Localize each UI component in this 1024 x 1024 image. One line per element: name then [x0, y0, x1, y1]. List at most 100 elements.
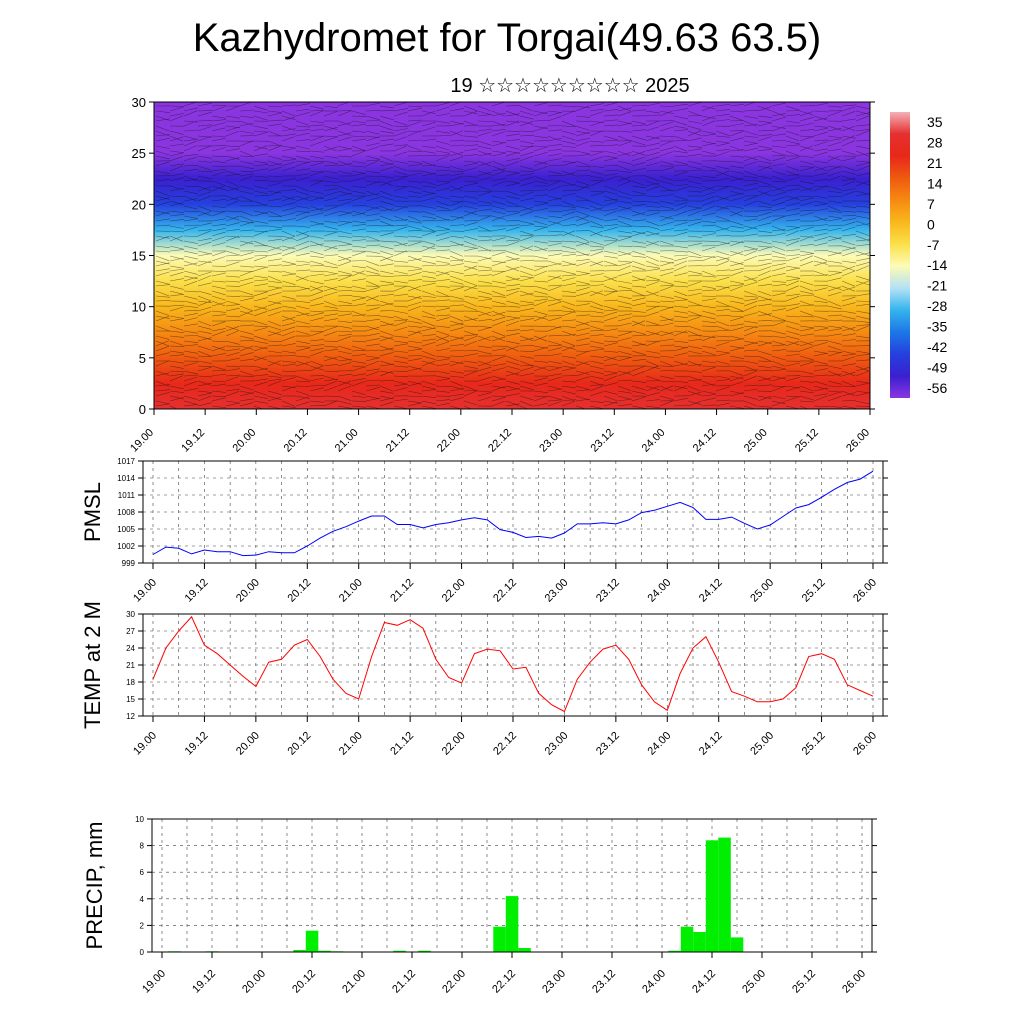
- wind-barb: [519, 145, 535, 148]
- wind-barb: [491, 363, 506, 367]
- wind-barb: [603, 370, 618, 374]
- wind-barb: [785, 240, 800, 247]
- wind-barb: [813, 260, 828, 265]
- wind-barb: [841, 325, 856, 331]
- x-tick-label: 21.00: [340, 968, 368, 996]
- wind-barb: [337, 235, 352, 238]
- wind-barb: [631, 405, 646, 409]
- wind-barb: [561, 211, 576, 217]
- wind-barb: [547, 137, 562, 142]
- wind-barb: [729, 230, 745, 232]
- wind-barb: [379, 270, 394, 275]
- wind-barb: [365, 205, 380, 210]
- wind-barb: [729, 130, 744, 137]
- wind-barb: [197, 337, 212, 342]
- wind-barb: [505, 265, 520, 272]
- wind-barb: [827, 345, 842, 351]
- wind-barb: [519, 245, 534, 252]
- wind-barb: [449, 375, 464, 378]
- y-tick-label: 6: [140, 868, 145, 877]
- x-tick-label: 19.12: [183, 577, 211, 605]
- wind-barb: [351, 265, 366, 269]
- wind-barb: [645, 320, 660, 326]
- wind-barb: [351, 303, 366, 307]
- wind-barb: [799, 235, 814, 238]
- wind-barb: [617, 322, 632, 327]
- wind-barb: [603, 119, 618, 122]
- wind-barb: [547, 388, 562, 392]
- wind-barb: [743, 255, 758, 262]
- wind-barb: [407, 230, 423, 232]
- wind-barb: [659, 147, 674, 152]
- wind-barb: [309, 155, 324, 160]
- wind-barb: [463, 285, 478, 292]
- wind-barb: [617, 285, 632, 290]
- wind-barb: [491, 330, 506, 337]
- wind-barb: [337, 110, 353, 112]
- wind-barb: [351, 360, 366, 364]
- wind-barb: [281, 260, 296, 265]
- wind-barb: [295, 401, 310, 407]
- wind-barb: [435, 317, 450, 322]
- wind-barb: [687, 125, 702, 131]
- wind-barb: [463, 160, 478, 163]
- wind-barb: [827, 350, 842, 353]
- wind-barb: [715, 402, 730, 407]
- wind-barb: [799, 255, 814, 262]
- wind-barb: [393, 319, 408, 322]
- wind-barb: [183, 380, 198, 387]
- wind-barb: [295, 161, 310, 167]
- wind-barb: [729, 285, 744, 292]
- wind-barb: [407, 382, 422, 387]
- y-tick-label: 24: [126, 644, 135, 653]
- wind-barb: [309, 222, 324, 227]
- wind-barb: [225, 130, 240, 137]
- wind-barb: [575, 125, 590, 131]
- wind-barb: [533, 315, 548, 320]
- wind-barb: [757, 185, 773, 188]
- wind-barb: [379, 401, 394, 407]
- wind-barb: [701, 224, 717, 227]
- wind-barb: [449, 240, 464, 247]
- wind-barb: [449, 355, 465, 357]
- wind-barb: [365, 333, 380, 337]
- wind-barb: [589, 230, 604, 237]
- wind-barb: [701, 270, 716, 277]
- wind-barb: [351, 345, 366, 351]
- wind-barb: [463, 260, 478, 264]
- wind-barb: [407, 265, 422, 269]
- wind-barb: [477, 152, 492, 157]
- wind-barb: [617, 331, 632, 337]
- wind-barb: [211, 265, 227, 267]
- wind-barb: [379, 335, 394, 340]
- wind-barb: [533, 295, 548, 298]
- wind-barb: [435, 385, 451, 388]
- wind-barb: [743, 110, 759, 112]
- wind-barb: [267, 380, 282, 387]
- wind-barb: [743, 248, 758, 252]
- wind-barb: [631, 310, 646, 313]
- wind-barb: [841, 370, 856, 377]
- wind-barb: [785, 315, 801, 318]
- wind-barb: [295, 230, 310, 237]
- wind-barb: [575, 120, 591, 122]
- wind-barb: [477, 392, 492, 397]
- wind-barb: [197, 366, 212, 372]
- wind-barb: [225, 275, 240, 278]
- wind-barb: [827, 200, 842, 204]
- wind-barb: [561, 360, 576, 366]
- wind-barb: [771, 280, 786, 283]
- wind-barb: [365, 325, 380, 331]
- wind-barb: [365, 244, 381, 247]
- wind-barb: [155, 315, 170, 319]
- wind-barb: [743, 142, 758, 147]
- wind-barb: [729, 225, 744, 229]
- wind-barb: [491, 251, 506, 257]
- wind-barb: [617, 385, 632, 392]
- wind-barb: [365, 124, 381, 127]
- wind-barb: [253, 256, 268, 262]
- wind-barb: [687, 185, 702, 189]
- wind-barb: [281, 251, 296, 257]
- wind-barb: [813, 131, 828, 137]
- wind-barb: [197, 325, 212, 330]
